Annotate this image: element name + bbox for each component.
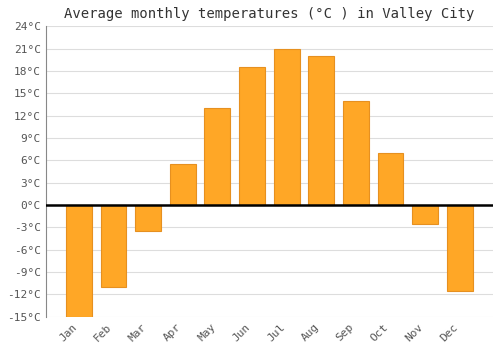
Bar [170,164,196,205]
Bar [135,205,161,231]
Bar [204,108,231,205]
Bar [66,205,92,317]
Bar [378,153,404,205]
Title: Average monthly temperatures (°C ) in Valley City: Average monthly temperatures (°C ) in Va… [64,7,474,21]
Bar [343,101,369,205]
Bar [274,49,299,205]
Bar [100,205,126,287]
Bar [308,56,334,205]
Bar [446,205,472,291]
Bar [412,205,438,224]
Bar [239,67,265,205]
